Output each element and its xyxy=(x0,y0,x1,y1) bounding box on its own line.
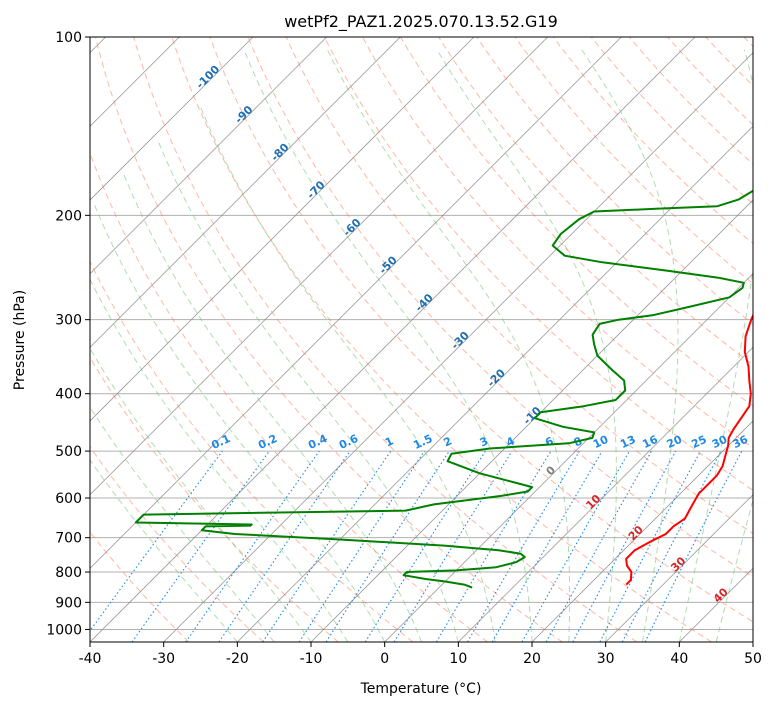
x-tick-label: -20 xyxy=(226,651,249,667)
y-tick-label: 1000 xyxy=(46,622,82,638)
y-tick-label: 500 xyxy=(55,444,82,460)
x-tick-label: 40 xyxy=(670,651,688,667)
y-tick-label: 800 xyxy=(55,565,82,581)
x-tick-label: 10 xyxy=(449,651,467,667)
x-tick-label: -10 xyxy=(300,651,323,667)
y-tick-label: 900 xyxy=(55,595,82,611)
chart-title: wetPf2_PAZ1.2025.070.13.52.G19 xyxy=(284,12,558,32)
x-tick-label: 50 xyxy=(744,651,762,667)
y-axis-label: Pressure (hPa) xyxy=(12,290,28,390)
y-tick-label: 700 xyxy=(55,531,82,547)
y-tick-label: 600 xyxy=(55,491,82,507)
y-tick-label: 100 xyxy=(55,30,82,46)
x-tick-label: 30 xyxy=(597,651,615,667)
y-tick-label: 200 xyxy=(55,208,82,224)
x-tick-label: 20 xyxy=(523,651,541,667)
x-tick-label: -30 xyxy=(152,651,175,667)
y-tick-label: 400 xyxy=(55,387,82,403)
x-tick-label: -40 xyxy=(79,651,102,667)
x-tick-label: 0 xyxy=(380,651,389,667)
x-axis-label: Temperature (°C) xyxy=(360,681,482,697)
y-tick-label: 300 xyxy=(55,313,82,329)
